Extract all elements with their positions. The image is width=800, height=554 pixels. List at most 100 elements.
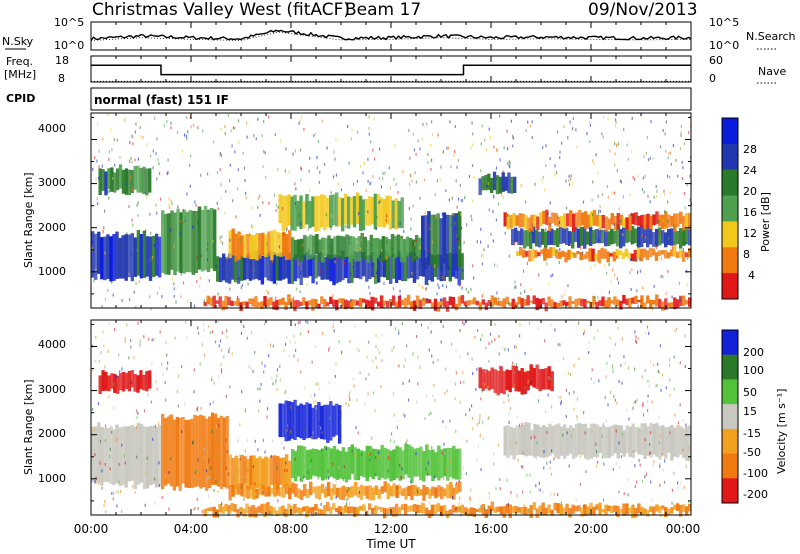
velocity-speckle-cell xyxy=(208,325,210,329)
power-speckle-cell xyxy=(152,149,154,153)
power-speckle-cell xyxy=(338,182,340,186)
velocity-band-4-cell xyxy=(302,446,307,479)
velocity-speckle-cell xyxy=(637,337,639,341)
velocity-speckle-cell xyxy=(328,381,330,385)
velocity-speckle-cell xyxy=(651,400,653,404)
power-speckle-cell xyxy=(520,283,522,287)
power-speckle-cell xyxy=(549,157,551,161)
power-band-7-cell xyxy=(302,200,306,229)
power-speckle-cell xyxy=(629,193,631,197)
velocity-band-8-cell xyxy=(401,488,405,496)
power-band-9-cell xyxy=(622,226,626,247)
vel-cbar-tick-15: 15 xyxy=(743,405,757,418)
velocity-speckle-cell xyxy=(633,401,635,405)
power-speckle-cell xyxy=(597,296,599,300)
velocity-speckle-cell xyxy=(338,340,340,344)
velocity-speckle-cell xyxy=(250,367,252,371)
power-speckle-cell xyxy=(481,262,483,266)
velocity-band-7-cell xyxy=(536,424,540,457)
power-band-10-cell xyxy=(613,215,617,231)
velocity-speckle-cell xyxy=(514,383,516,387)
power-band-11-cell xyxy=(657,250,662,256)
velocity-speckle-cell xyxy=(573,407,575,411)
power-band-2-cell xyxy=(194,210,199,273)
power-band-12-cell xyxy=(400,300,405,305)
power-speckle-cell xyxy=(138,280,140,284)
power-band-12-cell xyxy=(544,302,548,312)
power-band-5-cell xyxy=(318,239,322,262)
power-band-12-cell xyxy=(547,296,551,307)
velocity-band-9-cell xyxy=(445,510,450,519)
power-speckle-cell xyxy=(367,305,369,309)
power-speckle-cell xyxy=(684,222,686,226)
power-speckle-cell xyxy=(642,286,644,290)
velocity-band-8-cell xyxy=(443,488,447,497)
power-speckle-cell xyxy=(614,163,616,167)
power-speckle-cell xyxy=(104,297,107,301)
velocity-speckle-cell xyxy=(241,323,243,327)
velocity-speckle-cell xyxy=(621,337,623,341)
velocity-band-1-cell xyxy=(121,371,126,392)
power-band-12-cell xyxy=(260,301,264,309)
velocity-speckle-cell xyxy=(650,360,652,364)
power-speckle-cell xyxy=(573,253,575,257)
velocity-band-7-cell xyxy=(640,423,644,455)
velocity-speckle-cell xyxy=(570,434,573,438)
power-speckle-cell xyxy=(667,269,669,273)
velocity-speckle-cell xyxy=(174,336,176,340)
power-band-4-cell xyxy=(279,233,283,257)
velocity-speckle-cell xyxy=(647,394,649,398)
power-band-10-cell xyxy=(530,214,534,232)
velocity-band-1-cell xyxy=(118,373,123,391)
power-band-5-cell xyxy=(396,234,401,257)
power-speckle-cell xyxy=(262,201,264,204)
velocity-speckle-cell xyxy=(611,364,613,368)
velocity-speckle-cell xyxy=(276,368,278,372)
power-speckle-cell xyxy=(684,206,686,210)
power-speckle-cell xyxy=(166,172,168,176)
velocity-band-5-cell xyxy=(308,403,312,438)
velocity-speckle-cell xyxy=(668,358,670,362)
power-speckle-cell xyxy=(238,140,240,144)
power-band-11-cell xyxy=(672,245,677,257)
power-speckle-cell xyxy=(656,257,658,261)
velocity-speckle-cell xyxy=(663,480,666,484)
power-speckle-cell xyxy=(630,241,632,245)
velocity-speckle-cell xyxy=(390,439,392,442)
power-speckle-cell xyxy=(194,200,196,204)
velocity-speckle-cell xyxy=(522,451,524,455)
velocity-speckle-cell xyxy=(601,456,603,460)
power-speckle-cell xyxy=(207,241,209,245)
power-speckle-cell xyxy=(397,191,399,194)
power-band-10-cell xyxy=(673,213,677,232)
velocity-band-5-cell xyxy=(338,405,342,444)
power-band-6-cell xyxy=(448,215,453,268)
velocity-band-9-cell xyxy=(490,501,494,512)
velocity-band-8-cell xyxy=(228,485,232,501)
power-band-0-cell xyxy=(103,236,107,281)
power-band-12-cell xyxy=(625,298,629,306)
power-speckle-cell xyxy=(476,240,478,244)
power-band-8-cell xyxy=(487,173,491,190)
power-speckle-cell xyxy=(586,132,588,136)
power-band-2-cell xyxy=(161,210,165,273)
velocity-band-4-cell xyxy=(353,447,357,481)
power-speckle-cell xyxy=(545,144,547,148)
power-band-12-cell xyxy=(457,296,462,307)
velocity-band-3-cell xyxy=(249,455,253,489)
velocity-speckle-cell xyxy=(203,447,205,451)
velocity-band-9-cell xyxy=(326,501,330,512)
velocity-speckle-cell xyxy=(655,384,657,388)
velocity-band-2-cell xyxy=(202,415,206,488)
power-speckle-cell xyxy=(614,118,617,122)
velocity-band-7-cell xyxy=(679,426,683,455)
velocity-speckle-cell xyxy=(550,492,552,496)
noise-tick-left-bottom: 10^0 xyxy=(54,39,84,52)
velocity-band-9-cell xyxy=(580,507,584,517)
velocity-band-0-cell xyxy=(115,424,119,484)
power-speckle-cell xyxy=(98,176,100,180)
power-speckle-cell xyxy=(299,119,301,123)
power-band-12-cell xyxy=(448,296,453,305)
power-band-11-cell xyxy=(582,254,586,260)
power-speckle-cell xyxy=(375,227,377,231)
